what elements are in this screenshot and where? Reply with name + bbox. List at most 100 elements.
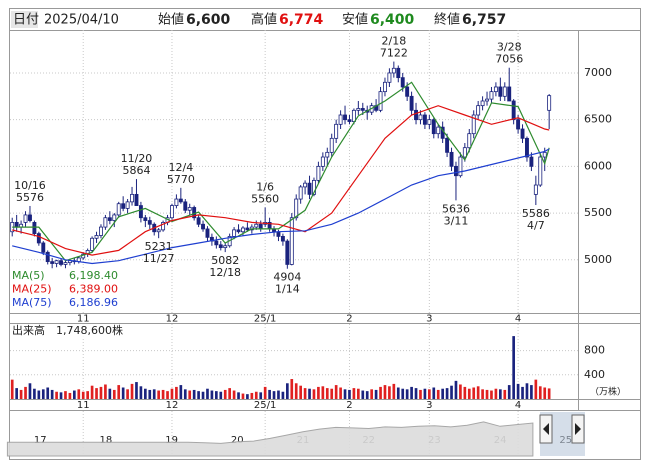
volume-bar — [494, 388, 498, 399]
candle-body — [383, 81, 387, 93]
candle-body — [41, 242, 46, 253]
volume-label: 出来高 — [12, 323, 45, 337]
candle-body — [529, 156, 534, 167]
header-item-value: 6,774 — [279, 12, 324, 28]
volume-bar — [46, 387, 50, 399]
volume-bar — [410, 386, 413, 399]
volume-bar — [392, 383, 396, 399]
candle-body — [307, 182, 312, 195]
volume-bar — [135, 382, 138, 399]
volume-bar — [503, 389, 507, 399]
header-date-label: 日付 — [13, 13, 39, 28]
candle-body — [50, 261, 55, 264]
volume-bar — [64, 391, 67, 399]
annotation-date: 12/4 — [168, 161, 193, 174]
volume-bar — [290, 379, 294, 399]
volume-bar — [99, 386, 103, 399]
candle-body — [520, 128, 525, 139]
candle-body — [480, 100, 485, 107]
volume-bar — [481, 389, 484, 399]
candle-body — [90, 237, 95, 251]
candle-body — [32, 222, 37, 235]
candle-body — [63, 262, 68, 265]
candle-body — [507, 86, 512, 102]
volume-bar — [374, 389, 378, 399]
volume-bar — [303, 388, 307, 399]
candle-body — [45, 251, 50, 263]
volume-bar — [161, 389, 165, 399]
volume-bar — [485, 389, 489, 399]
header-label-bg — [11, 11, 38, 28]
candle-body — [236, 229, 241, 233]
volume-bar — [521, 386, 524, 399]
volume-bar — [41, 389, 45, 399]
candle-body — [36, 233, 41, 244]
x-tick-label: 11 — [77, 314, 90, 325]
candle-body — [107, 217, 112, 221]
x-tick-label: 25/1 — [254, 400, 276, 411]
candle-body — [254, 223, 259, 228]
y-tick-label: 6500 — [584, 113, 612, 126]
volume-bar — [343, 389, 347, 399]
volume-bar — [414, 388, 418, 399]
volume-bar — [450, 385, 453, 399]
candle-body — [511, 100, 516, 121]
volume-bar — [219, 391, 223, 399]
volume-bar — [419, 389, 422, 399]
volume-bar — [308, 388, 311, 399]
volume-bar — [152, 389, 156, 399]
candle-body — [525, 137, 529, 158]
volume-bar — [228, 388, 231, 399]
volume-bar — [112, 389, 116, 399]
volume-bar — [259, 392, 263, 399]
candle-body — [54, 260, 59, 264]
volume-bar — [241, 393, 245, 399]
volume-bar — [19, 389, 23, 399]
volume-bar — [15, 388, 18, 399]
x-tick-label: 2 — [346, 314, 352, 325]
annotation-date: 3/11 — [444, 214, 469, 227]
candle-body — [445, 137, 450, 153]
candle-body — [116, 203, 121, 216]
header-item-label: 高値 — [251, 12, 277, 28]
volume-bar — [77, 389, 81, 399]
candle-body — [542, 151, 547, 158]
x-tick-label: 2 — [346, 400, 352, 411]
candle-body — [409, 95, 414, 111]
y-tick-label: 7000 — [584, 66, 612, 79]
volume-bar — [277, 390, 280, 399]
candle-body — [485, 98, 489, 102]
legend-value: 6,186.96 — [69, 296, 118, 309]
volume-bar — [299, 385, 302, 399]
volume-label-bg — [11, 324, 131, 337]
volume-bar — [130, 383, 134, 399]
candle-body — [112, 214, 117, 221]
candle-body — [320, 156, 325, 167]
annotation-value: 5770 — [167, 173, 195, 186]
candle-body — [285, 240, 290, 265]
candle-body — [143, 217, 148, 221]
candle-body — [14, 222, 19, 228]
candle-body — [316, 165, 321, 181]
nav-tick-label: 18 — [100, 435, 113, 446]
candle-body — [493, 86, 498, 93]
volume-bar — [405, 389, 409, 399]
volume-bar — [547, 388, 551, 399]
volume-bar — [55, 391, 58, 399]
candle-body — [201, 223, 205, 230]
annotation-date: 2/18 — [381, 35, 406, 48]
volume-bar — [388, 386, 391, 399]
candle-body — [156, 229, 161, 233]
nav-tick-label: 19 — [165, 435, 178, 446]
volume-bar — [237, 392, 240, 399]
volume-bar — [33, 388, 36, 399]
legend-name: MA(25) — [12, 283, 52, 296]
candle-body — [280, 236, 285, 242]
y-tick-label: 6000 — [584, 159, 612, 172]
candle-body — [187, 207, 192, 211]
candle-body — [241, 227, 245, 233]
candle-body — [170, 205, 174, 219]
volume-bar — [10, 379, 14, 399]
nav-arrow-right — [575, 423, 581, 435]
candle-body — [351, 109, 356, 122]
